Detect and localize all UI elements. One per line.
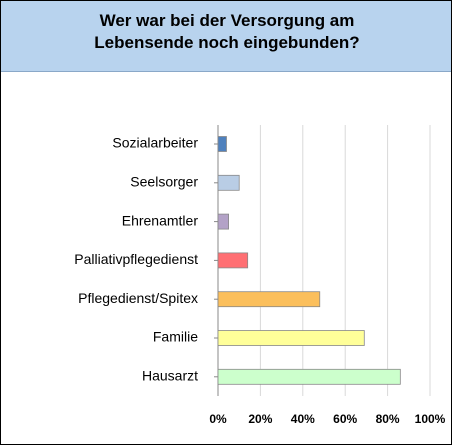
bar: [217, 252, 249, 269]
bar: [217, 213, 229, 230]
y-tick-label: Hausarzt: [142, 368, 198, 384]
bar: [217, 330, 365, 346]
y-tick-label: Palliativpflegedienst: [74, 251, 198, 267]
y-tick-label: Sozialarbeiter: [112, 135, 198, 151]
title-box: Wer war bei der Versorgung am Lebensende…: [1, 1, 451, 72]
x-tick-label: 100%: [415, 412, 446, 426]
bar: [217, 174, 240, 191]
bar: [217, 291, 321, 308]
bar: [217, 368, 401, 385]
chart-title: Wer war bei der Versorgung am Lebensende…: [94, 11, 360, 52]
x-tick-label: 60%: [333, 412, 357, 426]
y-tick-label: Ehrenamtler: [122, 212, 199, 228]
x-tick-label: 20%: [248, 412, 272, 426]
bar: [217, 136, 227, 152]
x-tick-label: 80%: [376, 412, 400, 426]
x-tick-label: 0%: [209, 412, 227, 426]
y-tick-label: Familie: [153, 329, 198, 345]
y-tick-label: Seelsorger: [130, 174, 198, 190]
y-tick-label: Pflegedienst/Spitex: [78, 290, 198, 306]
x-tick-label: 40%: [291, 412, 315, 426]
